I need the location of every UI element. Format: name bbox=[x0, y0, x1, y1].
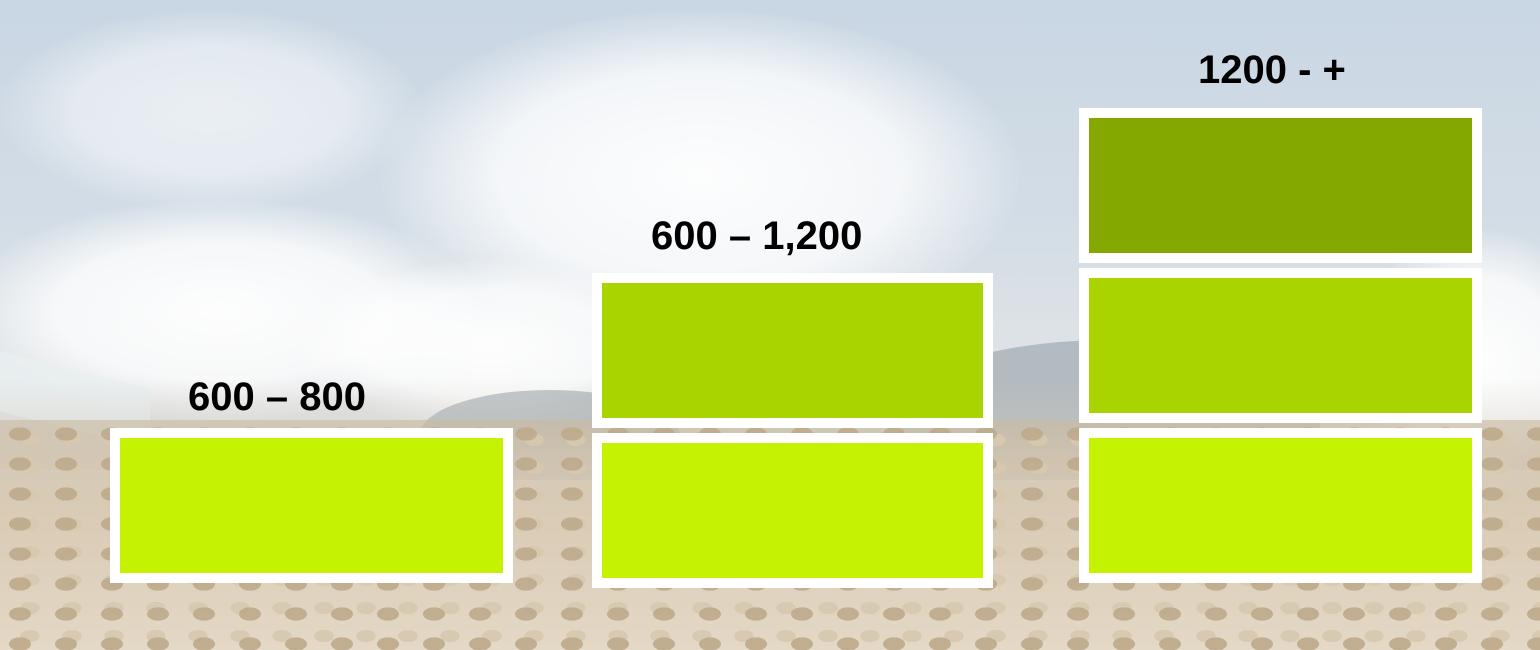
tier-block-fill bbox=[120, 438, 503, 573]
tier-block-fill bbox=[1089, 278, 1472, 413]
tier-label-1: 600 – 800 bbox=[188, 375, 366, 419]
tier-2-block-2 bbox=[592, 433, 993, 588]
tier-1-block-1 bbox=[110, 428, 513, 583]
tier-label-3: 1200 - + bbox=[1198, 48, 1346, 92]
tier-3-block-1 bbox=[1079, 108, 1482, 263]
tier-3-block-2 bbox=[1079, 268, 1482, 423]
tier-block-fill bbox=[1089, 438, 1472, 573]
tier-3-block-3 bbox=[1079, 428, 1482, 583]
tier-block-fill bbox=[602, 443, 983, 578]
cloud-shape bbox=[0, 10, 420, 210]
tier-block-fill bbox=[602, 283, 983, 418]
tier-block-fill bbox=[1089, 118, 1472, 253]
tier-2-block-1 bbox=[592, 273, 993, 428]
tier-label-2: 600 – 1,200 bbox=[651, 214, 863, 258]
